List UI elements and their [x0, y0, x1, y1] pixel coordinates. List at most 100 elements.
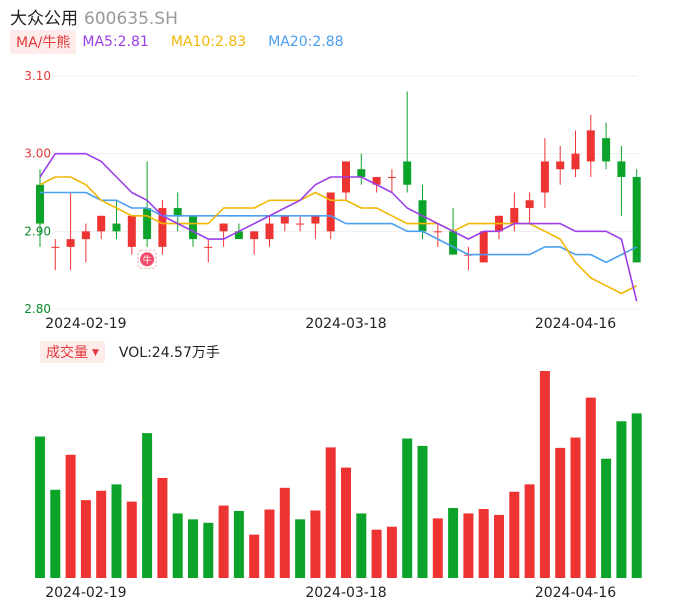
- candle-body: [234, 231, 243, 240]
- candle-body: [81, 231, 90, 240]
- volume-bar: [432, 518, 443, 578]
- volume-bar: [463, 513, 474, 578]
- candle-body: [571, 153, 580, 170]
- ma5-legend: MA5:2.81: [82, 34, 149, 50]
- candle-body: [51, 246, 60, 248]
- candle-body: [143, 208, 152, 240]
- volume-bar: [356, 513, 367, 578]
- volume-x-tick-label: 2024-04-16: [535, 585, 616, 601]
- volume-bar: [142, 433, 153, 578]
- candle-body: [127, 215, 136, 247]
- bull-marker-frame: [137, 249, 157, 269]
- candle-body: [326, 192, 335, 232]
- volume-bar: [233, 510, 244, 578]
- ma5-line: [39, 152, 638, 302]
- ma-legend: MA/牛熊 MA5:2.81 MA10:2.83 MA20:2.88: [10, 30, 366, 54]
- candle-body: [173, 208, 182, 216]
- volume-bar: [616, 421, 627, 578]
- volume-bar: [310, 510, 321, 578]
- candle-body: [602, 138, 611, 162]
- candle-body: [158, 208, 167, 247]
- candle-body: [280, 215, 289, 224]
- volume-bar: [96, 490, 107, 578]
- candle-body: [433, 231, 442, 233]
- candle-body: [189, 215, 197, 240]
- candle-body: [250, 231, 259, 240]
- price-x-tick-label: 2024-02-19: [45, 316, 126, 332]
- ma20-line: [40, 191, 638, 264]
- stock-name: 大众公用: [10, 9, 78, 29]
- stock-code: 600635.SH: [84, 9, 178, 29]
- candle-body: [66, 239, 75, 247]
- volume-bar: [509, 491, 520, 578]
- bull-marker-glyph: 牛: [143, 254, 152, 266]
- candle-body: [479, 231, 488, 263]
- volume-bar: [203, 522, 214, 578]
- volume-bar: [264, 509, 275, 578]
- indicator-selector-button[interactable]: MA/牛熊: [10, 30, 77, 54]
- volume-bar: [279, 487, 290, 578]
- volume-legend: 成交量 ▼ VOL:24.57万手: [40, 341, 220, 363]
- volume-bar: [35, 436, 45, 578]
- stock-title: 大众公用 600635.SH: [10, 4, 178, 29]
- candle-body: [265, 223, 274, 240]
- ma10-line: [39, 176, 638, 295]
- volume-selector-label: 成交量: [46, 345, 88, 361]
- candle-body: [36, 184, 44, 224]
- volume-x-tick-label: 2024-03-18: [305, 585, 386, 601]
- candle-body: [510, 208, 519, 224]
- bull-icon: [140, 252, 155, 267]
- volume-bar: [249, 534, 260, 578]
- candle-body: [540, 161, 549, 193]
- volume-bar: [555, 447, 566, 578]
- volume-bar: [570, 437, 581, 578]
- candle-body: [372, 176, 381, 185]
- price-tick-label: 3.10: [24, 69, 51, 83]
- volume-bar: [524, 484, 535, 578]
- volume-bar: [295, 519, 306, 578]
- volume-value: VOL:24.57万手: [118, 345, 220, 361]
- volume-bar: [111, 484, 122, 578]
- ma10-legend: MA10:2.83: [170, 34, 247, 50]
- candle-body: [112, 223, 121, 232]
- price-tick-label: 2.80: [24, 302, 51, 316]
- candle-body: [204, 246, 213, 248]
- candle-body: [617, 161, 626, 177]
- volume-bar: [386, 526, 397, 578]
- ma20-legend: MA20:2.88: [268, 34, 344, 50]
- volume-bar: [402, 438, 413, 578]
- caret-down-icon: ▼: [92, 348, 99, 358]
- candle-body: [296, 223, 305, 225]
- volume-bar: [539, 371, 550, 578]
- candle-body: [357, 169, 366, 177]
- candle-body: [97, 215, 106, 232]
- volume-bar: [50, 489, 61, 578]
- volume-bar: [601, 458, 612, 578]
- candle-body: [449, 231, 458, 255]
- volume-bar: [157, 477, 168, 578]
- candle-body: [403, 161, 412, 185]
- volume-bar: [448, 508, 459, 578]
- volume-x-tick-label: 2024-02-19: [45, 585, 126, 601]
- volume-bar: [371, 529, 382, 578]
- volume-bar: [172, 513, 183, 578]
- price-x-tick-label: 2024-04-16: [535, 316, 616, 332]
- candle-body: [632, 176, 641, 263]
- price-x-tick-label: 2024-03-18: [305, 316, 386, 332]
- volume-bar: [478, 509, 489, 578]
- volume-bar: [80, 500, 91, 578]
- volume-bar: [65, 454, 76, 578]
- volume-bar: [325, 447, 336, 578]
- candle-body: [387, 176, 396, 178]
- volume-bar: [585, 397, 596, 578]
- price-tick-label: 3.00: [24, 147, 51, 161]
- candle-body: [219, 223, 228, 232]
- candle-body: [556, 161, 565, 170]
- volume-bar: [341, 467, 351, 578]
- volume-bar: [417, 445, 428, 578]
- volume-bar: [218, 505, 229, 578]
- candle-body: [525, 200, 534, 209]
- candle-body: [311, 215, 320, 224]
- volume-selector-button[interactable]: 成交量 ▼: [40, 341, 105, 363]
